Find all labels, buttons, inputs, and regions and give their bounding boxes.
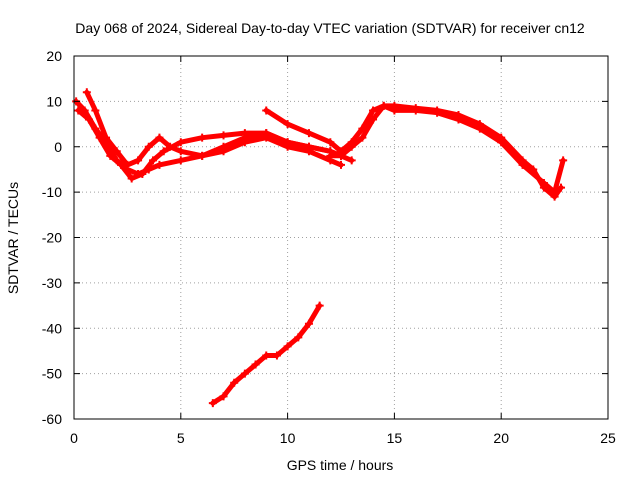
data-point [74,106,83,115]
y-axis-label: SDTVAR / TECUs [5,182,21,294]
x-tick-label: 5 [177,430,185,446]
data-point [82,88,91,97]
data-point [176,156,185,165]
data-point [106,151,115,160]
data-point [112,147,121,156]
data-point [95,133,104,142]
data-point [326,138,335,147]
data-point [240,129,249,138]
data-point [557,183,566,192]
data-point [379,101,388,110]
data-point [315,301,324,310]
data-point [559,156,568,165]
data-point [176,147,185,156]
y-tick-label: 10 [46,93,62,109]
y-tick-label: -20 [42,230,62,246]
y-tick-label: 0 [54,139,62,155]
data-point [326,151,335,160]
data-point [347,142,356,151]
data-point [149,156,158,165]
data-point [411,104,420,113]
data-point [369,115,378,124]
data-point [176,138,185,147]
x-tick-label: 10 [280,430,296,446]
data-point [304,142,313,151]
series-track-e [326,101,566,201]
data-point [518,156,527,165]
data-point [347,156,356,165]
data-point [134,156,143,165]
chart-title: Day 068 of 2024, Sidereal Day-to-day VTE… [75,20,585,36]
data-point [240,138,249,147]
y-tick-label: -10 [42,184,62,200]
y-tick-label: -30 [42,275,62,291]
y-axis-ticks: -60 -50 -40 -30 -20 -10 0 10 20 [42,48,608,427]
series-line [75,107,355,181]
data-point [337,151,345,160]
data-point [144,142,153,151]
y-tick-label: -60 [42,411,62,427]
x-tick-label: 20 [493,430,509,446]
data-point [138,169,147,178]
data-point [283,138,292,147]
data-point [550,192,559,201]
x-axis-label: GPS time / hours [287,457,394,473]
data-point [294,333,303,342]
data-point [454,110,463,119]
data-point [198,133,207,142]
y-tick-label: 20 [46,48,62,64]
data-point [358,133,367,142]
y-tick-label: -50 [42,366,62,382]
data-point [283,120,292,129]
data-point [198,151,207,160]
data-point [219,131,228,140]
series-track-c [74,106,356,183]
series-track-b [82,88,345,169]
data-point [155,133,164,142]
data-point [127,174,136,183]
data-point [262,351,271,360]
data-point [262,106,271,115]
data-point [219,392,228,401]
grid [74,56,608,419]
series-track-f [208,301,324,408]
data-point [475,120,484,129]
data-point [155,160,164,169]
data-point [337,160,345,169]
x-axis-ticks: 0 5 10 15 20 25 [70,56,616,446]
data-point [84,115,93,124]
data-point [497,133,506,142]
data-point [219,147,228,156]
data-point [159,147,168,156]
data-point [304,319,313,328]
data-point [539,183,548,192]
data-point [433,106,442,115]
data-point [390,101,399,110]
data-point [116,160,125,169]
x-tick-label: 15 [387,430,403,446]
data-point [272,351,281,360]
series-layer [72,88,568,408]
x-tick-label: 25 [600,430,616,446]
x-tick-label: 0 [70,430,78,446]
data-point [369,106,378,115]
data-point [230,378,239,387]
data-point [240,369,249,378]
data-point [91,106,100,115]
data-point [304,129,313,138]
data-point [262,129,271,138]
data-point [283,342,292,351]
y-tick-label: -40 [42,320,62,336]
data-point [208,399,217,408]
data-point [529,165,538,174]
data-point [251,360,260,369]
